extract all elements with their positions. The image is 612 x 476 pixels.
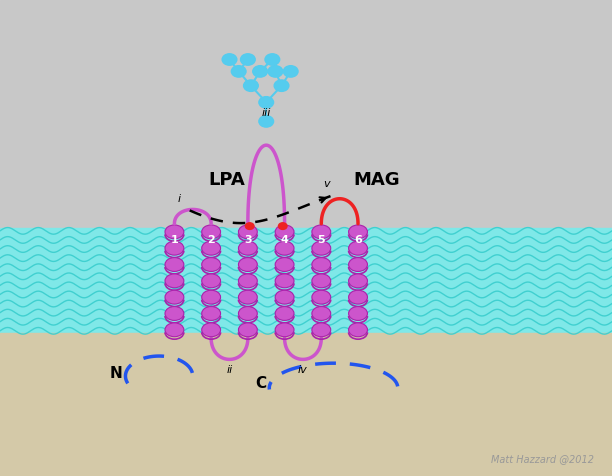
Ellipse shape [275,225,294,239]
Ellipse shape [165,290,184,304]
Circle shape [222,54,237,65]
Text: N: N [110,366,122,381]
Ellipse shape [202,258,220,271]
Ellipse shape [275,241,294,255]
Text: iv: iv [298,365,308,375]
Ellipse shape [239,258,257,271]
Ellipse shape [239,323,257,337]
Ellipse shape [275,307,294,320]
Circle shape [283,66,298,77]
Ellipse shape [312,290,330,304]
Ellipse shape [312,274,330,288]
Ellipse shape [202,307,220,320]
Ellipse shape [239,241,257,255]
Circle shape [274,80,289,91]
Text: 5: 5 [318,235,325,246]
Ellipse shape [202,323,220,337]
Ellipse shape [202,225,220,239]
Ellipse shape [165,323,184,337]
Circle shape [253,66,267,77]
Circle shape [278,223,287,229]
Text: C: C [255,376,266,391]
Text: i: i [177,194,181,204]
Ellipse shape [165,307,184,320]
Text: iii: iii [261,108,271,118]
Ellipse shape [202,290,220,304]
Text: Matt Hazzard @2012: Matt Hazzard @2012 [491,454,594,464]
Circle shape [245,223,254,229]
Circle shape [268,66,283,77]
Circle shape [231,66,246,77]
Ellipse shape [312,307,330,320]
Ellipse shape [202,241,220,255]
Text: v: v [323,179,329,189]
Bar [0,0,612,228]
Ellipse shape [349,274,367,288]
Text: ii: ii [226,365,233,375]
Ellipse shape [239,225,257,239]
Ellipse shape [275,290,294,304]
Ellipse shape [239,274,257,288]
Ellipse shape [165,241,184,255]
Text: MAG: MAG [353,171,400,189]
Circle shape [259,116,274,127]
Ellipse shape [275,258,294,271]
Ellipse shape [275,274,294,288]
Bar [0,333,612,476]
Text: 1: 1 [171,235,178,246]
Ellipse shape [312,225,330,239]
Text: 3: 3 [244,235,252,246]
Text: 4: 4 [281,235,288,246]
Ellipse shape [312,241,330,255]
Ellipse shape [349,241,367,255]
Ellipse shape [349,307,367,320]
Ellipse shape [202,274,220,288]
Ellipse shape [349,323,367,337]
Circle shape [244,80,258,91]
Ellipse shape [165,258,184,271]
Ellipse shape [349,225,367,239]
Ellipse shape [312,258,330,271]
Ellipse shape [239,307,257,320]
Circle shape [259,97,274,108]
Circle shape [241,54,255,65]
Text: 2: 2 [207,235,215,246]
Circle shape [265,54,280,65]
Ellipse shape [165,225,184,239]
Ellipse shape [312,323,330,337]
Ellipse shape [349,258,367,271]
Ellipse shape [239,290,257,304]
Text: LPA: LPA [208,171,245,189]
Bar [0,228,612,333]
Ellipse shape [349,290,367,304]
Ellipse shape [165,274,184,288]
Ellipse shape [275,323,294,337]
Text: 6: 6 [354,235,362,246]
